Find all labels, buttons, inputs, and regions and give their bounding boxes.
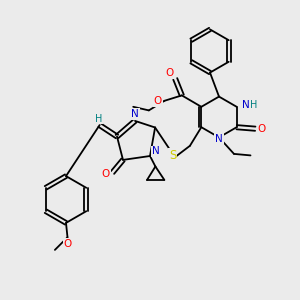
Text: S: S	[169, 149, 176, 162]
Text: H: H	[95, 113, 103, 124]
Text: O: O	[166, 68, 174, 78]
Text: O: O	[258, 124, 266, 134]
Text: N: N	[215, 134, 223, 144]
Text: O: O	[63, 239, 72, 249]
Text: N: N	[152, 146, 160, 157]
Text: H: H	[250, 100, 257, 110]
Text: O: O	[102, 169, 110, 179]
Text: O: O	[154, 96, 162, 106]
Text: N: N	[131, 109, 139, 119]
Text: N: N	[242, 100, 250, 110]
